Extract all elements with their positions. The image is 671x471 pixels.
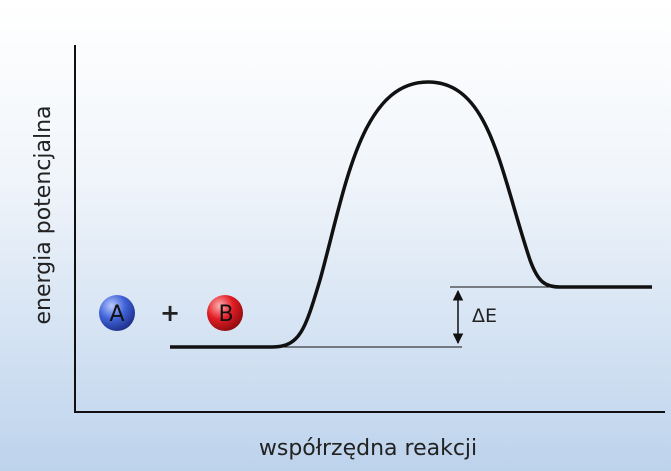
x-axis-label: współrzędna reakcji: [259, 436, 477, 461]
y-axis-label: energia potencjalna: [31, 106, 56, 325]
energy-diagram: energia potencjalna współrzędna reakcji …: [0, 0, 671, 471]
molecule-b-label: B: [218, 302, 233, 327]
molecule-a-label: A: [109, 302, 124, 327]
background: [0, 0, 671, 471]
delta-label: ΔE: [472, 305, 497, 327]
plus-sign: +: [160, 299, 180, 327]
